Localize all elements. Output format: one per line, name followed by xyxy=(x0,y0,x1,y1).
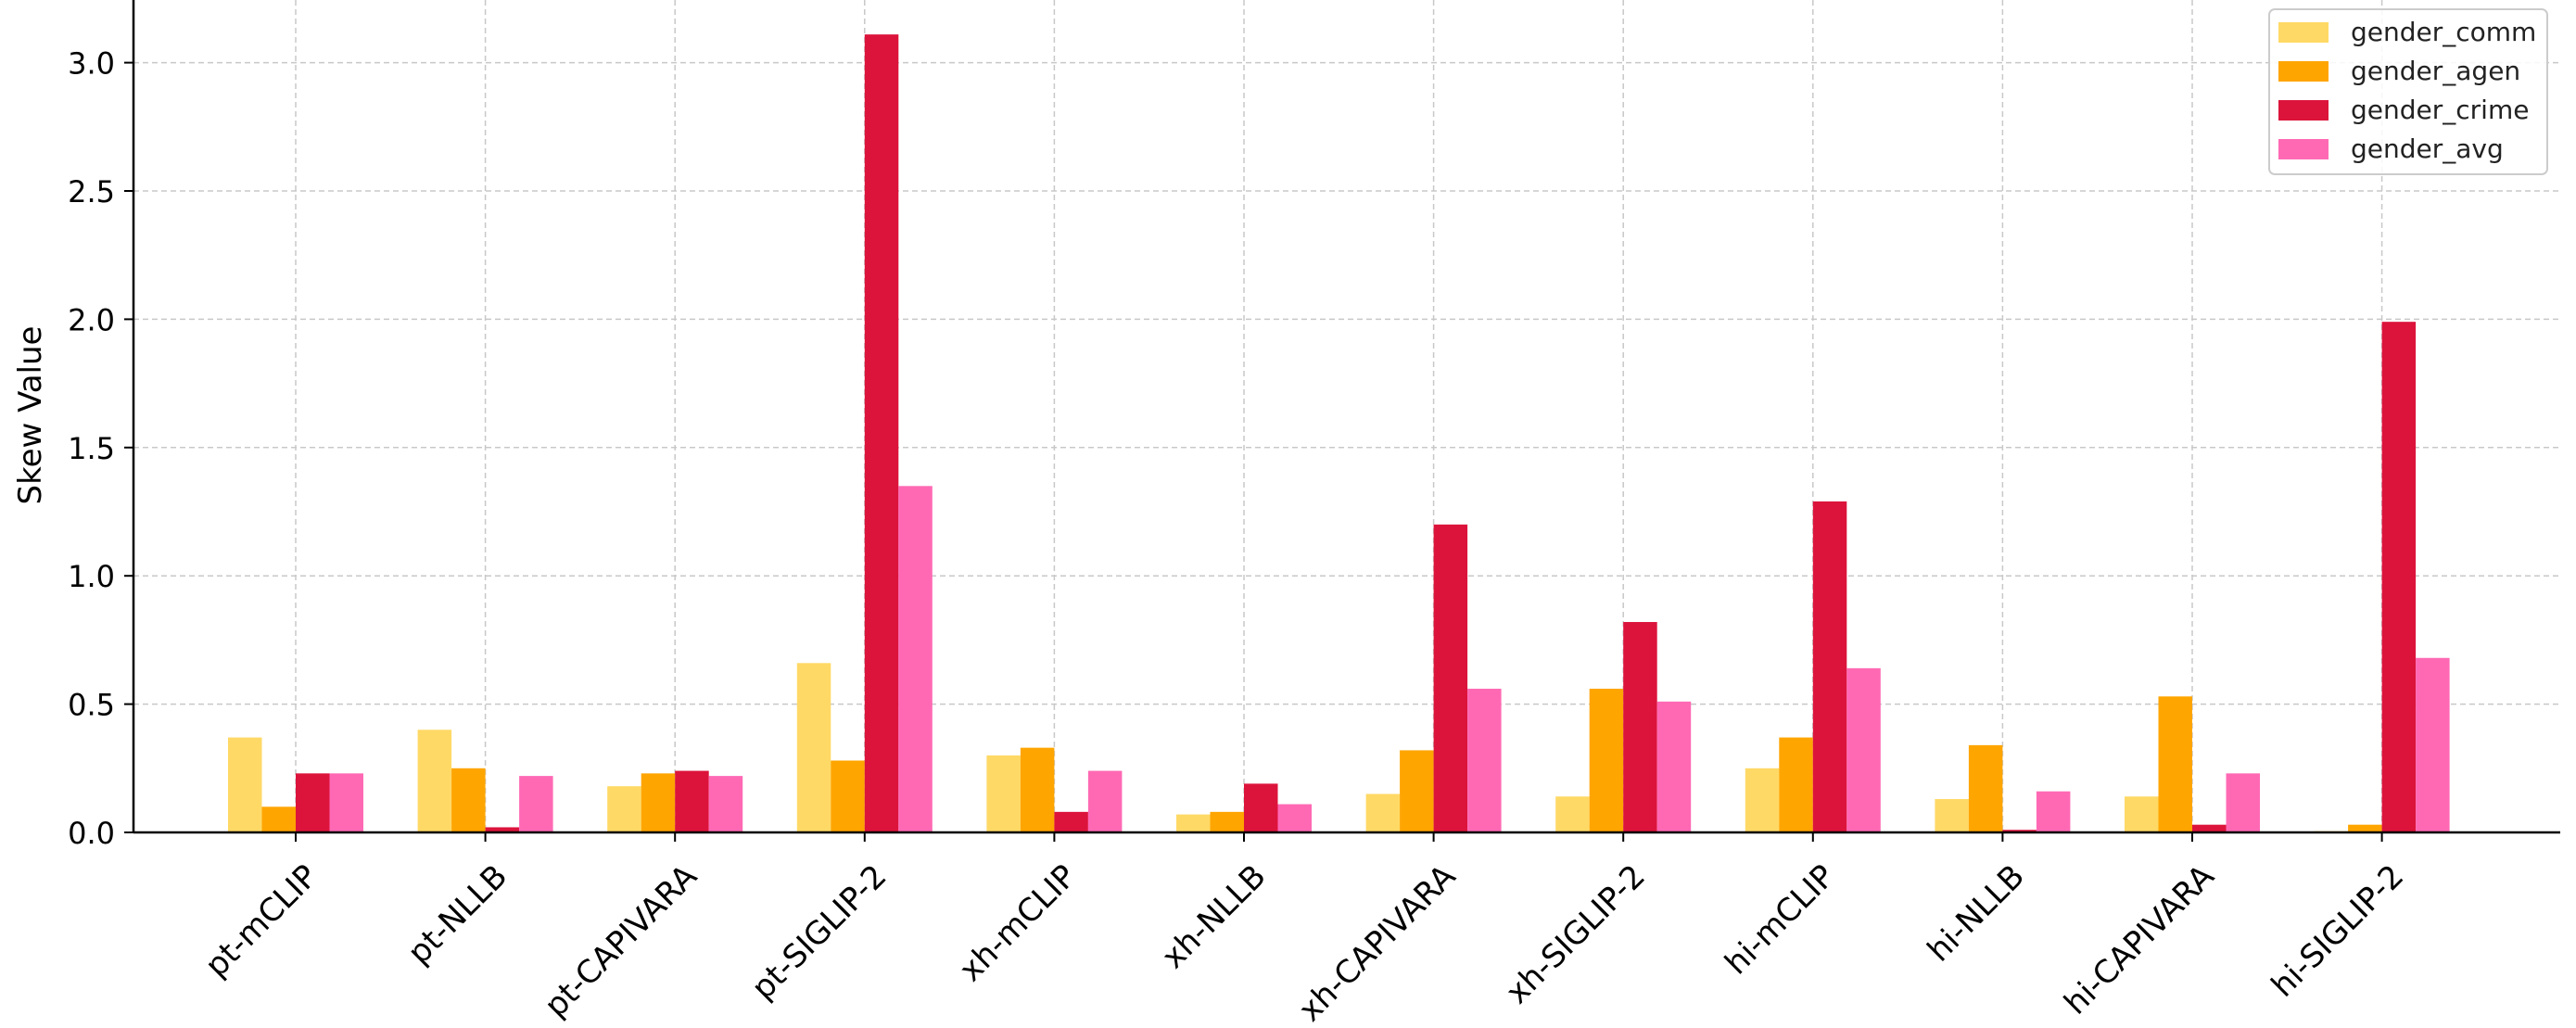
x-tick-label: xh-mCLIP xyxy=(952,857,1084,989)
bar-gender_crime xyxy=(296,773,330,832)
bars xyxy=(228,34,2450,833)
y-tick-label: 1.5 xyxy=(68,431,115,466)
bar-gender_comm xyxy=(796,663,831,832)
x-tick-label: hi-CAPIVARA xyxy=(2057,857,2221,1022)
axes: 0.0 0.5 1.0 1.5 2.0 2.5 3.0 pt-mCLIP pt-NLLB pt-C… xyxy=(68,0,2560,1028)
bar-gender_crime xyxy=(1433,524,1468,832)
x-tick-label: pt-NLLB xyxy=(400,857,514,971)
legend-box xyxy=(2268,8,2548,175)
bar-gender_comm xyxy=(986,755,1021,832)
bar-gender_agen xyxy=(831,760,865,832)
bar-gender_agen xyxy=(2348,824,2382,832)
x-tick-label: hi-mCLIP xyxy=(1718,857,1842,982)
legend: gender_comm gender_agen gender_crimegender… xyxy=(2268,8,2548,175)
bar-gender_crime xyxy=(1244,783,1278,832)
bar-gender_comm xyxy=(1745,768,1780,832)
y-tick-label: 3.0 xyxy=(68,46,115,82)
bar-gender_avg xyxy=(1656,701,1692,832)
y-axis-label: Skew Value xyxy=(12,326,49,505)
bar-gender_avg xyxy=(898,486,933,832)
bar-gender_agen xyxy=(1020,747,1055,832)
bar-gender_comm xyxy=(228,737,262,832)
legend-label-gender_crime: gender_crime xyxy=(2351,95,2529,125)
bar-gender_crime xyxy=(864,34,899,833)
x-tick-label: pt-CAPIVARA xyxy=(538,857,704,1024)
legend-swatch-gender_avg xyxy=(2278,139,2329,159)
bar-gender_agen xyxy=(451,768,486,832)
bar-gender_avg xyxy=(1467,688,1502,832)
legend-label-gender_comm: gender_comm xyxy=(2351,17,2536,47)
bar-gender_comm xyxy=(1365,793,1401,832)
bar-gender_agen xyxy=(2158,696,2192,832)
bar-gender_avg xyxy=(1846,667,1881,832)
bar-gender_crime xyxy=(1054,811,1088,832)
bar-gender_comm xyxy=(607,786,641,832)
bar-gender_crime xyxy=(2192,824,2227,832)
bar-gender_crime xyxy=(675,770,709,832)
bar-gender_comm xyxy=(1555,796,1590,832)
legend-swatch-gender_comm xyxy=(2278,22,2329,43)
legend-label-gender_agen: gender_agen xyxy=(2351,56,2520,86)
bar-gender_crime xyxy=(1623,622,1657,832)
bar-gender_agen xyxy=(1779,737,1813,832)
bar-gender_comm xyxy=(1935,799,1969,832)
x-tick-label: xh-SIGLIP-2 xyxy=(1499,857,1653,1011)
y-tick-label: 0.5 xyxy=(68,688,115,723)
x-tick-label: xh-NLLB xyxy=(1155,857,1274,976)
bar-gender_crime xyxy=(1812,501,1847,832)
grid-lines xyxy=(133,0,2560,832)
bar-gender_avg xyxy=(1087,770,1123,832)
bar-gender_agen xyxy=(261,806,296,832)
y-tick-label: 1.0 xyxy=(68,559,115,594)
bar-gender_avg xyxy=(1277,804,1312,832)
y-tick-label: 2.5 xyxy=(68,174,115,209)
x-tick-label: hi-NLLB xyxy=(1921,857,2032,969)
bar-gender_comm xyxy=(417,730,452,832)
bar-gender_avg xyxy=(2416,657,2450,832)
bar-gender_avg xyxy=(519,776,553,832)
bar-gender_crime xyxy=(2381,322,2417,833)
x-tick-label: pt-mCLIP xyxy=(198,857,325,984)
y-tick-label: 0.0 xyxy=(68,816,115,851)
legend-label-gender_avg: gender_avg xyxy=(2351,133,2504,164)
bar-gender_crime xyxy=(2002,830,2037,832)
y-tick-label: 2.0 xyxy=(68,302,115,337)
bar-gender_avg xyxy=(708,776,743,832)
bar-gender_avg xyxy=(2036,791,2071,832)
bar-gender_agen xyxy=(1210,811,1244,832)
bar-gender_comm xyxy=(1176,814,1211,832)
bar-gender_agen xyxy=(1400,750,1434,832)
x-tick-label: hi-SIGLIP-2 xyxy=(2265,857,2411,1004)
bar-gender_agen xyxy=(641,773,676,832)
legend-swatch-gender_agen xyxy=(2278,61,2329,82)
x-tick-label: xh-CAPIVARA xyxy=(1291,857,1463,1024)
bar-gender_crime xyxy=(485,827,520,832)
bar-gender_comm xyxy=(2125,796,2159,832)
legend-swatch-gender_crime xyxy=(2278,100,2329,121)
bar-gender_agen xyxy=(1589,688,1624,832)
bar-gender_avg xyxy=(2226,773,2260,832)
bar-gender_agen xyxy=(1968,744,2003,832)
x-tick-label: pt-SIGLIP-2 xyxy=(744,857,894,1007)
bar-gender_avg xyxy=(329,773,363,832)
